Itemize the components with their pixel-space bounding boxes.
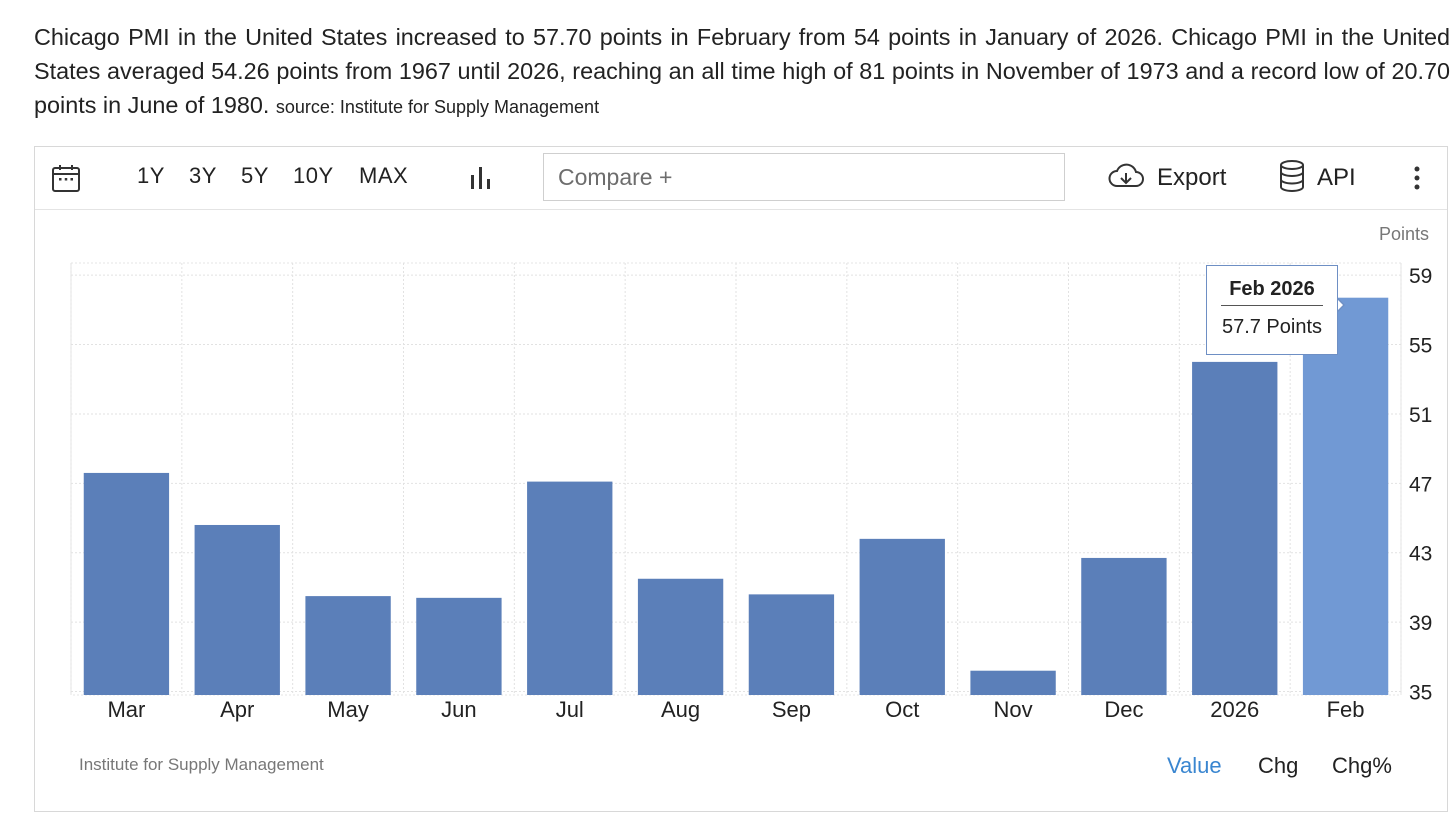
- x-tick-label: Nov: [994, 697, 1033, 722]
- y-tick-label: 51: [1409, 404, 1432, 427]
- cloud-download-icon: [1107, 162, 1145, 195]
- chart-summary: Chicago PMI in the United States increas…: [34, 20, 1450, 124]
- x-tick-label: Jul: [556, 697, 584, 722]
- bar-jun: [416, 597, 502, 695]
- y-tick-label: 43: [1409, 543, 1432, 566]
- bar-chart: 35 39 43 47 51 55 59 Points Mar Apr May Jun Jul Aug Se…: [70, 224, 1432, 722]
- bar-dec: [1081, 557, 1167, 695]
- x-tick-label: Oct: [885, 697, 919, 722]
- bar-apr: [194, 524, 280, 695]
- more-vertical-icon[interactable]: [1413, 147, 1421, 209]
- summary-text: Chicago PMI in the United States increas…: [34, 24, 1450, 118]
- bar-oct: [859, 538, 945, 695]
- calendar-icon[interactable]: [51, 147, 81, 209]
- bar-aug: [637, 578, 724, 695]
- range-5y-button[interactable]: 5Y: [241, 163, 269, 188]
- x-tick-label: Dec: [1104, 697, 1143, 722]
- x-tick-label: Feb: [1327, 697, 1365, 722]
- bar-2026: [1192, 361, 1278, 695]
- range-10y-button[interactable]: 10Y: [293, 163, 334, 188]
- range-1y-button[interactable]: 1Y: [137, 163, 165, 188]
- chart-toolbar: 1Y 3Y 5Y 10Y MAX Export: [35, 147, 1447, 210]
- x-tick-label: Mar: [107, 697, 145, 722]
- bar-feb: [1302, 297, 1389, 695]
- view-chg-tab[interactable]: Chg: [1258, 753, 1299, 778]
- chart-tooltip: Feb 2026 57.7 Points: [1206, 265, 1338, 355]
- x-tick-label: May: [327, 697, 369, 722]
- view-value-tab[interactable]: Value: [1167, 753, 1222, 778]
- y-tick-label: 39: [1409, 612, 1432, 635]
- bar-mar: [83, 472, 170, 695]
- bar-chart-icon[interactable]: [469, 147, 493, 209]
- tooltip-value: 57.7 Points: [1221, 316, 1323, 338]
- range-3y-button[interactable]: 3Y: [189, 163, 217, 188]
- chart-panel: 1Y 3Y 5Y 10Y MAX Export: [34, 146, 1448, 812]
- tooltip-title: Feb 2026: [1221, 278, 1323, 306]
- x-tick-label: 2026: [1210, 697, 1259, 722]
- x-tick-label: Jun: [441, 697, 476, 722]
- y-tick-label: 55: [1409, 335, 1432, 358]
- x-tick-label: Sep: [772, 697, 811, 722]
- view-chg-pct-tab[interactable]: Chg%: [1332, 753, 1392, 778]
- bar-may: [305, 596, 391, 695]
- x-tick-label: Apr: [220, 697, 254, 722]
- footer-source: Institute for Supply Management: [79, 755, 324, 774]
- x-tick-label: Aug: [661, 697, 700, 722]
- y-tick-label: 59: [1409, 265, 1432, 288]
- database-icon: [1279, 159, 1305, 197]
- y-tick-label: 35: [1409, 682, 1432, 705]
- y-unit-label: Points: [1379, 224, 1429, 244]
- bar-nov: [970, 670, 1056, 695]
- y-tick-label: 47: [1409, 473, 1432, 496]
- bar-jul: [527, 481, 613, 695]
- summary-source: source: Institute for Supply Management: [275, 97, 600, 117]
- range-max-button[interactable]: MAX: [359, 163, 409, 188]
- api-label: API: [1317, 164, 1356, 191]
- api-button[interactable]: API: [1279, 147, 1356, 209]
- bar-sep: [748, 594, 835, 695]
- tooltip-arrow-inner: [1336, 298, 1343, 312]
- export-label: Export: [1157, 164, 1227, 191]
- compare-input[interactable]: [543, 153, 1065, 201]
- export-button[interactable]: Export: [1107, 147, 1226, 209]
